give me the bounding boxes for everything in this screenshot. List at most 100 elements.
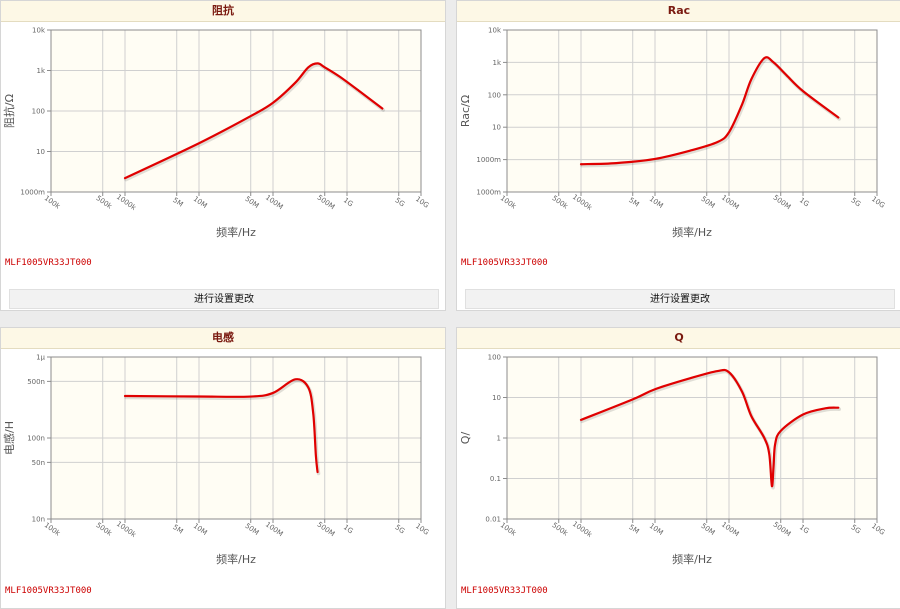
y-axis-title: Rac/Ω — [459, 95, 472, 127]
rac-panel: Rac 1000m 1000m 10 100 1k 10k 100k 500k 1000k 5M 1… — [456, 0, 900, 311]
x-axis-title: 频率/Hz — [216, 552, 256, 566]
x-tick-label: 50M — [699, 522, 716, 537]
x-tick-label: 50M — [243, 195, 260, 210]
x-tick-label: 500M — [772, 521, 792, 539]
plot-frame — [506, 29, 878, 193]
x-tick-label: 100k — [499, 194, 519, 211]
panel-title: 阻抗 — [1, 1, 445, 22]
x-tick-label: 500M — [772, 194, 792, 212]
x-tick-label: 5G — [394, 523, 407, 535]
y-axis-title: 阻抗/Ω — [2, 94, 16, 128]
x-tick-label: 1G — [798, 523, 811, 535]
x-tick-label: 5G — [394, 196, 407, 208]
y-axis-title: 电感/H — [3, 421, 16, 455]
q-panel: Q 0.01 0.1 1 10 100 100k 500k 1000k 5M 10M 50M 100M… — [456, 327, 900, 609]
x-tick-label: 5M — [627, 196, 640, 209]
y-tick-label: 1000m — [20, 189, 45, 197]
x-tick-label: 1G — [798, 196, 811, 208]
y-tick-label: 10n — [32, 516, 45, 524]
x-tick-label: 500k — [94, 521, 114, 538]
inductance-chart: 10n 50n 100n 500n 1µ 100k 500k 1000k 5M 10M 50M 100… — [3, 354, 430, 567]
x-tick-label: 500k — [550, 194, 570, 211]
settings-change-button[interactable]: 进行设置更改 — [9, 289, 439, 309]
y-tick-label: 500n — [27, 378, 45, 386]
x-tick-label: 50M — [243, 522, 260, 537]
inductance-panel: 电感 10n 50n 100n 500n 1µ 100k 500k 1000k 5M 10M 50M… — [0, 327, 446, 609]
plot-frame — [50, 29, 422, 193]
x-tick-label: 1000k — [571, 520, 594, 540]
q-chart: 0.01 0.1 1 10 100 100k 500k 1000k 5M 10M 50M 100M 50… — [459, 354, 886, 567]
x-tick-label: 1G — [342, 196, 355, 208]
plot-frame — [50, 356, 422, 520]
y-tick-label: 10k — [488, 27, 502, 35]
series-line — [123, 62, 384, 180]
y-tick-label: 1 — [497, 435, 501, 443]
x-tick-label: 5G — [850, 523, 863, 535]
series-line — [123, 378, 319, 474]
part-number: MLF1005VR33JT000 — [461, 586, 548, 596]
x-tick-label: 100M — [264, 194, 284, 212]
x-axis-title: 频率/Hz — [216, 225, 256, 239]
y-tick-label: 100n — [27, 435, 45, 443]
y-tick-label: 10 — [492, 394, 501, 402]
y-tick-label: 100 — [488, 354, 501, 362]
x-tick-label: 5M — [171, 523, 184, 536]
x-tick-label: 500k — [94, 194, 114, 211]
x-tick-label: 10M — [192, 195, 209, 210]
y-tick-label: 0.01 — [485, 516, 501, 524]
x-tick-label: 100M — [264, 521, 284, 539]
panel-title: 电感 — [1, 328, 445, 349]
y-tick-label: 1k — [492, 59, 501, 67]
series-line — [579, 368, 840, 488]
x-tick-label: 100k — [499, 521, 519, 538]
part-number: MLF1005VR33JT000 — [5, 586, 92, 596]
x-tick-label: 1000k — [115, 520, 138, 540]
y-tick-label: 0.1 — [490, 475, 501, 483]
x-tick-label: 500M — [316, 194, 336, 212]
panel-title: Rac — [457, 1, 900, 22]
impedance-panel: 阻抗 1000m 10 100 1k 10k 100k 500k 1000k 5M 10M 50M 1… — [0, 0, 446, 311]
y-tick-label: 10k — [32, 27, 46, 35]
y-tick-label: 10 — [492, 124, 501, 132]
impedance-chart: 1000m 10 100 1k 10k 100k 500k 1000k 5M 10M 50M 100M… — [2, 27, 430, 240]
x-tick-label: 500M — [316, 521, 336, 539]
x-tick-label: 100k — [43, 194, 63, 211]
y-tick-label: 1000m — [476, 156, 501, 164]
y-tick-label: 1k — [36, 67, 45, 75]
x-tick-label: 10G — [414, 195, 430, 210]
x-tick-label: 10M — [648, 522, 665, 537]
y-tick-label: 100 — [32, 108, 45, 116]
x-tick-label: 10M — [192, 522, 209, 537]
x-tick-label: 1000k — [571, 193, 594, 213]
x-tick-label: 50M — [699, 195, 716, 210]
x-tick-label: 5M — [171, 196, 184, 209]
y-tick-label: 50n — [32, 459, 45, 467]
plot-area — [507, 30, 877, 192]
x-tick-label: 1000k — [115, 193, 138, 213]
x-tick-label: 10G — [870, 195, 886, 210]
part-number: MLF1005VR33JT000 — [461, 258, 548, 268]
x-tick-label: 1G — [342, 523, 355, 535]
part-number: MLF1005VR33JT000 — [5, 258, 92, 268]
x-tick-label: 500k — [550, 521, 570, 538]
x-tick-label: 100M — [720, 194, 740, 212]
y-tick-label: 1000m — [476, 189, 501, 197]
x-tick-label: 10M — [648, 195, 665, 210]
x-tick-label: 100M — [720, 521, 740, 539]
series-line — [579, 56, 840, 166]
plot-frame — [506, 356, 878, 520]
x-tick-label: 10G — [870, 522, 886, 537]
x-tick-label: 10G — [414, 522, 430, 537]
y-tick-label: 10 — [36, 148, 45, 156]
panel-title: Q — [457, 328, 900, 349]
x-tick-label: 5G — [850, 196, 863, 208]
rac-chart: 1000m 1000m 10 100 1k 10k 100k 500k 1000k 5M 10M 50… — [459, 27, 886, 240]
x-tick-label: 5M — [627, 523, 640, 536]
x-axis-title: 频率/Hz — [672, 225, 712, 239]
x-tick-label: 100k — [43, 521, 63, 538]
y-axis-title: Q/ — [459, 432, 472, 445]
x-axis-title: 频率/Hz — [672, 552, 712, 566]
settings-change-button[interactable]: 进行设置更改 — [465, 289, 895, 309]
y-tick-label: 100 — [488, 91, 501, 99]
y-tick-label: 1µ — [36, 354, 45, 362]
